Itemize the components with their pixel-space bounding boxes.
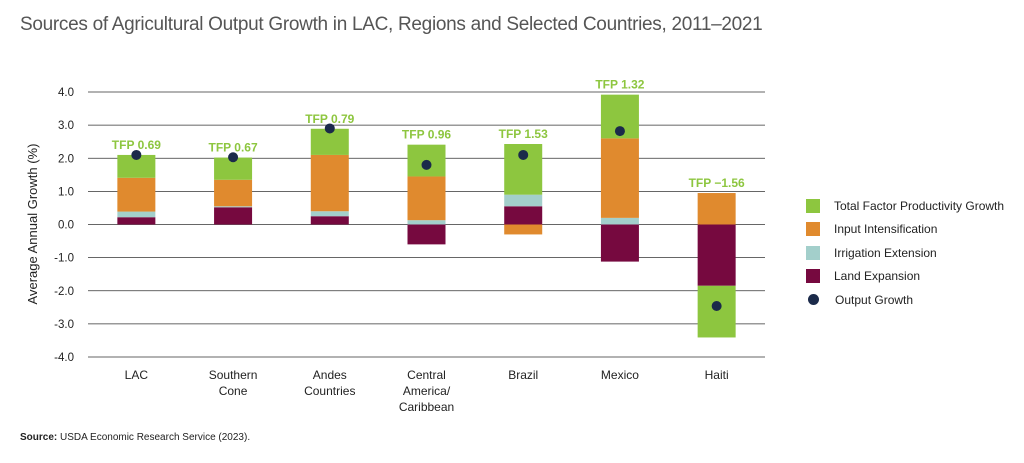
bar-land (600, 224, 639, 262)
output-growth-dot (614, 126, 625, 137)
y-axis-label: Average Annual Growth (%) (25, 144, 40, 305)
source-label: Source: (20, 432, 58, 443)
bar-land (117, 217, 156, 225)
bar-input (697, 193, 736, 225)
legend-item: Land Expansion (806, 265, 1004, 289)
bar-input (117, 177, 156, 212)
legend-swatch (806, 245, 820, 260)
bar-input (504, 224, 543, 235)
bar-tfp (697, 285, 736, 338)
output-growth-dot (228, 152, 239, 163)
legend-label: Total Factor Productivity Growth (834, 198, 1005, 213)
bar-land (407, 224, 446, 245)
tfp-label: TFP 0.79 (305, 112, 354, 126)
y-tick-label: -2.0 (54, 286, 74, 298)
category-label: Central (407, 368, 446, 382)
category-label: Andes (313, 368, 347, 382)
bar-input (407, 176, 446, 221)
bar-tfp (117, 154, 156, 178)
output-growth-markers (131, 123, 722, 311)
bar-tfp (214, 157, 253, 180)
tfp-label: TFP 0.96 (402, 128, 451, 142)
bar-land (310, 216, 349, 225)
legend-label: Land Expansion (834, 269, 921, 284)
bar-irrigation (504, 194, 543, 207)
y-tick-label: 4.0 (58, 87, 74, 99)
bar-input (600, 138, 639, 218)
bar-land (504, 206, 543, 225)
tfp-label: TFP 0.69 (112, 138, 161, 152)
category-label: Southern (209, 368, 258, 382)
legend-item: Total Factor Productivity Growth (806, 194, 1004, 218)
legend: Total Factor Productivity Growth Input In… (806, 194, 1004, 312)
output-growth-dot (518, 149, 529, 160)
output-growth-dot (131, 149, 142, 160)
bar-irrigation (600, 217, 639, 225)
legend-dot (808, 294, 819, 306)
tfp-label: TFP 0.67 (209, 141, 258, 155)
bar-irrigation (310, 211, 349, 217)
y-tick-label: -3.0 (54, 319, 74, 331)
output-growth-dot (421, 159, 432, 170)
bar-irrigation (407, 220, 446, 225)
category-label: Cone (219, 384, 248, 398)
y-tick-label: 1.0 (58, 186, 74, 198)
y-tick-label: 0.0 (58, 220, 74, 232)
legend-swatch (806, 198, 820, 213)
legend-swatch (806, 269, 820, 284)
legend-label: Irrigation Extension (834, 245, 937, 260)
tfp-labels: TFP 0.69 TFP 0.67 TFP 0.79 TFP 0.96 TFP 1.53… (112, 78, 745, 190)
category-label: Haiti (705, 368, 729, 382)
y-tick-label: 3.0 (58, 120, 74, 132)
bar-input (214, 179, 253, 207)
y-tick-label: -1.0 (54, 253, 74, 265)
category-label: LAC (125, 368, 149, 382)
legend-swatch (806, 222, 820, 237)
bars (117, 94, 736, 338)
legend-item: Input Intensification (806, 218, 1004, 242)
bar-land (697, 224, 736, 286)
category-label: Countries (304, 384, 355, 398)
output-growth-dot (324, 123, 335, 134)
bar-land (214, 207, 253, 225)
category-label: Brazil (508, 368, 538, 382)
tfp-label: TFP −1.56 (689, 176, 745, 190)
category-label: America/ (403, 384, 451, 398)
y-tick-labels: 4.0 3.0 2.0 1.0 0.0 -1.0 -2.0 -3.0 -4.0 (54, 87, 74, 364)
y-tick-label: -4.0 (54, 352, 74, 364)
bar-irrigation (214, 206, 253, 208)
output-growth-dot (711, 300, 722, 311)
tfp-label: TFP 1.32 (595, 78, 644, 92)
legend-item: Irrigation Extension (806, 241, 1004, 265)
category-label: Caribbean (399, 400, 454, 414)
category-label: Mexico (601, 368, 639, 382)
legend-label: Output Growth (835, 292, 914, 307)
chart-title: Sources of Agricultural Output Growth in… (20, 14, 763, 35)
legend-label: Input Intensification (834, 222, 938, 237)
source-text: USDA Economic Research Service (2023). (57, 432, 251, 443)
y-tick-label: 2.0 (58, 153, 74, 165)
legend-item: Output Growth (806, 288, 1004, 312)
source-note: Source: USDA Economic Research Service (… (20, 432, 250, 443)
tfp-label: TFP 1.53 (499, 127, 548, 141)
bar-irrigation (117, 211, 156, 218)
category-labels: LAC Southern Cone Andes Countries Central Amer… (125, 368, 729, 414)
bar-input (310, 154, 349, 212)
